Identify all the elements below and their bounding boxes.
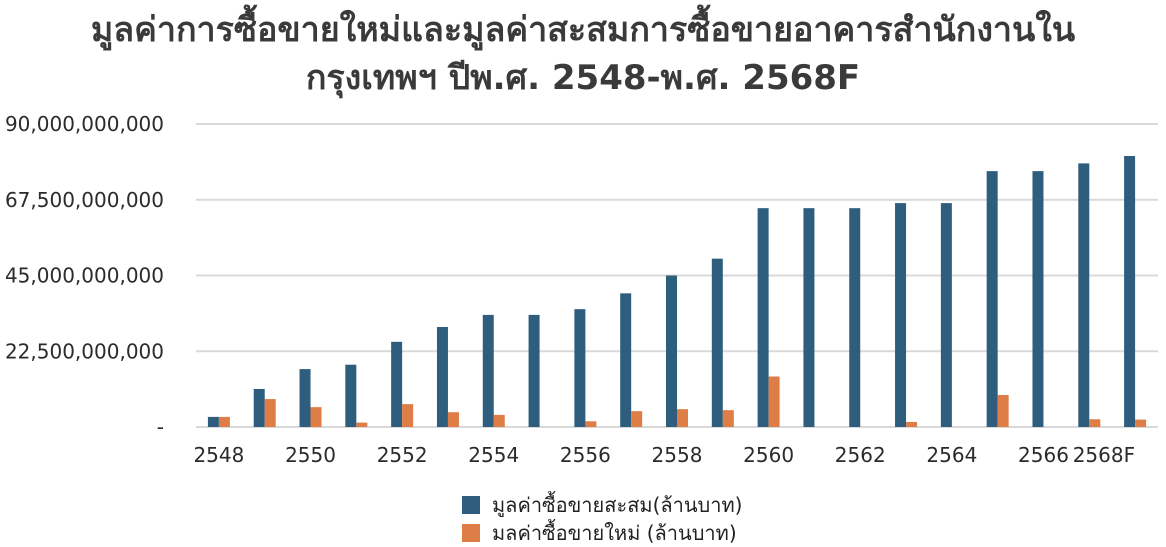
bar-new — [1135, 419, 1147, 427]
bars — [207, 155, 1147, 427]
legend-item-new: มลค่าซื้อขายใหม่ (ล้านบาท) — [462, 519, 742, 547]
x-tick-label: 2558 — [652, 443, 703, 467]
legend: มูลค่าซื้อขายสะสม(ล้านบาท) มลค่าซื้อขายใ… — [462, 491, 742, 547]
y-axis-tick-labels: - 22,500,000,000 45,000,000,000 67,500,000,… — [5, 112, 164, 439]
bar-cumulative — [940, 203, 952, 427]
x-tick-label: 2566 — [1018, 443, 1069, 467]
legend-swatch-cumulative — [462, 496, 480, 514]
bar-new — [768, 376, 780, 427]
x-tick-label: 2554 — [468, 443, 519, 467]
bar-new — [631, 411, 643, 427]
x-tick-label: 2568F — [1073, 443, 1135, 467]
x-tick-label: 2556 — [560, 443, 611, 467]
bar-new — [447, 412, 459, 427]
chart-title-line-2: กรุงเทพฯ ปีพ.ศ. 2548-พ.ศ. 2568F — [305, 58, 861, 98]
bar-new — [997, 395, 1009, 427]
legend-label-new: มลค่าซื้อขายใหม่ (ล้านบาท) — [492, 521, 737, 545]
bar-new — [493, 414, 505, 427]
bar-new — [1089, 419, 1101, 427]
bar-new — [218, 416, 230, 427]
legend-swatch-new — [462, 524, 480, 542]
legend-label-cumulative: มูลค่าซื้อขายสะสม(ล้านบาท) — [492, 493, 743, 517]
bar-cumulative — [299, 369, 311, 427]
bar-new — [906, 421, 918, 427]
chart-title: มูลค่าการซื้อขายใหม่และมูลค่าสะสมการซื้อ… — [0, 6, 1166, 102]
bar-chart: - 22,500,000,000 45,000,000,000 67,500,000,… — [5, 112, 1158, 467]
y-tick-label: - — [157, 415, 164, 439]
y-tick-label: 90,000,000,000 — [5, 112, 164, 136]
bar-cumulative — [528, 314, 540, 427]
bar-cumulative — [620, 293, 632, 427]
bar-cumulative — [436, 327, 448, 427]
bar-cumulative — [711, 258, 723, 427]
bar-cumulative — [757, 208, 769, 427]
y-tick-label: 22,500,000,000 — [5, 339, 164, 363]
bar-cumulative — [1124, 155, 1136, 427]
bar-new — [402, 404, 414, 427]
bar-cumulative — [482, 314, 494, 427]
bar-cumulative — [391, 341, 403, 427]
bar-new — [264, 399, 276, 427]
x-tick-label: 2562 — [835, 443, 886, 467]
y-tick-label: 45,000,000,000 — [5, 264, 164, 288]
x-tick-label: 2560 — [743, 443, 794, 467]
x-tick-label: 2548 — [193, 443, 244, 467]
bar-new — [722, 410, 734, 427]
y-tick-label: 67,500,000,000 — [5, 188, 164, 212]
legend-item-cumulative: มูลค่าซื้อขายสะสม(ล้านบาท) — [462, 491, 742, 519]
x-axis-tick-labels: 2548 2550 2552 2554 2556 2558 2560 2562 2564 2566… — [193, 443, 1135, 467]
bar-cumulative — [849, 208, 861, 427]
bar-cumulative — [207, 416, 219, 427]
bar-cumulative — [986, 171, 998, 427]
bar-cumulative — [666, 275, 677, 427]
bar-new — [310, 407, 322, 427]
x-tick-label: 2564 — [926, 443, 977, 467]
bar-cumulative — [253, 388, 265, 427]
x-tick-label: 2550 — [285, 443, 336, 467]
bar-new — [677, 409, 688, 427]
bar-cumulative — [574, 309, 586, 427]
bar-cumulative — [1078, 163, 1090, 427]
bar-new — [356, 422, 368, 427]
x-tick-label: 2552 — [377, 443, 428, 467]
bar-cumulative — [803, 208, 815, 427]
bar-cumulative — [895, 203, 907, 427]
bar-cumulative — [345, 364, 357, 427]
bar-cumulative — [1032, 171, 1044, 427]
chart-title-line-1: มูลค่าการซื้อขายใหม่และมูลค่าสะสมการซื้อ… — [90, 10, 1076, 50]
bar-new — [585, 421, 597, 427]
